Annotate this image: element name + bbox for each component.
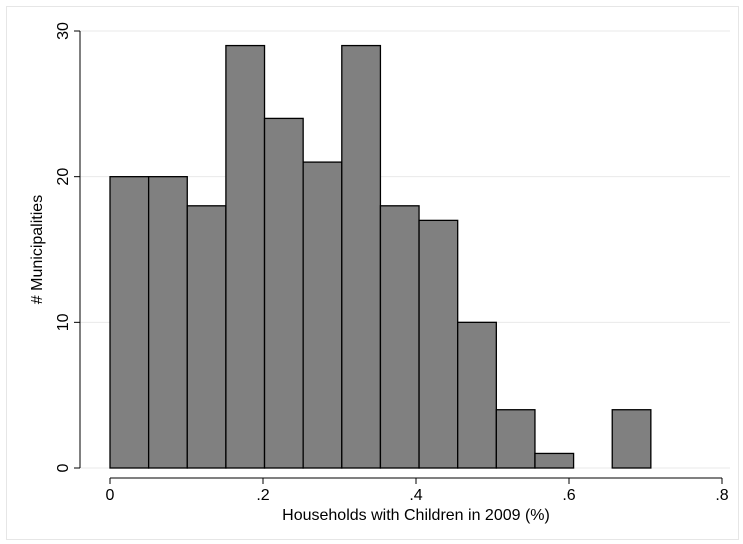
histogram-bar-7	[379, 205, 420, 469]
y-axis-title: # Municipalities	[29, 195, 46, 304]
histogram-bar-2	[186, 205, 227, 469]
histogram-bar-8	[418, 219, 459, 469]
x-axis-ticks: 0 .2 .4 .6 .8	[106, 478, 729, 504]
y-tick-label-1: 10	[55, 313, 72, 331]
x-axis-title: Households with Children in 2009 (%)	[282, 507, 550, 524]
x-tick-label-4: .8	[715, 487, 728, 504]
histogram-bar-4	[263, 117, 304, 469]
x-tick-label-3: .6	[562, 487, 575, 504]
y-axis-ticks: 0 10 20 30	[55, 22, 80, 472]
y-tick-label-3: 30	[55, 22, 72, 40]
histogram-bar-10	[495, 409, 536, 469]
y-tick-label-0: 0	[55, 463, 72, 472]
x-tick-label-0: 0	[106, 487, 115, 504]
x-tick-label-1: .2	[256, 487, 269, 504]
histogram-bars	[109, 44, 652, 469]
histogram-bar-1	[147, 176, 188, 469]
histogram-bar-11	[534, 452, 575, 469]
histogram-bar-13	[611, 409, 652, 469]
histogram-bar-3	[225, 44, 266, 469]
histogram-bar-0	[109, 176, 150, 469]
y-tick-label-2: 20	[55, 168, 72, 186]
histogram-bar-6	[341, 44, 382, 469]
histogram-bar-9	[457, 321, 497, 469]
histogram-bar-5	[302, 161, 343, 469]
x-tick-label-2: .4	[409, 487, 422, 504]
